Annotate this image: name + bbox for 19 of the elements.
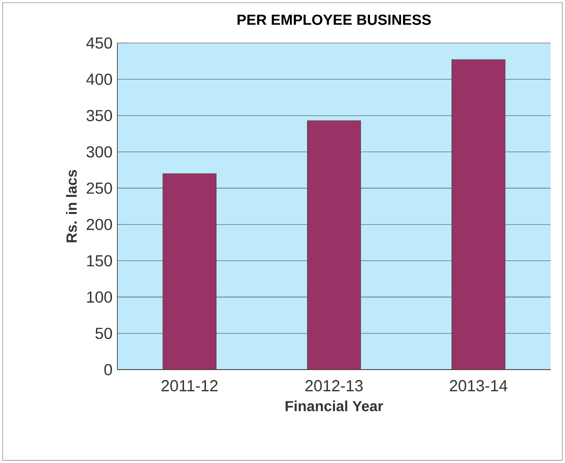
chart-title: PER EMPLOYEE BUSINESS xyxy=(238,14,431,25)
y-tick-label: 50 xyxy=(95,328,112,340)
bar xyxy=(452,59,506,370)
x-tick-label: 2013-14 xyxy=(450,380,508,392)
y-tick-label: 350 xyxy=(86,110,112,122)
x-tick-label: 2012-13 xyxy=(305,380,363,392)
y-tick-label: 450 xyxy=(86,37,112,49)
x-tick-label: 2011-12 xyxy=(162,380,218,392)
y-tick-label: 100 xyxy=(87,291,112,303)
bar xyxy=(307,120,361,370)
y-tick-label: 150 xyxy=(87,255,112,266)
y-tick-label: 300 xyxy=(86,146,112,158)
x-axis-title: Financial Year xyxy=(286,400,384,412)
y-axis-title: Rs. in lacs xyxy=(66,170,77,242)
bar xyxy=(162,173,216,370)
y-tick-label: 200 xyxy=(86,218,112,230)
y-tick-label: 0 xyxy=(104,364,112,376)
y-tick-label: 250 xyxy=(86,182,112,194)
y-tick-label: 400 xyxy=(86,74,112,85)
